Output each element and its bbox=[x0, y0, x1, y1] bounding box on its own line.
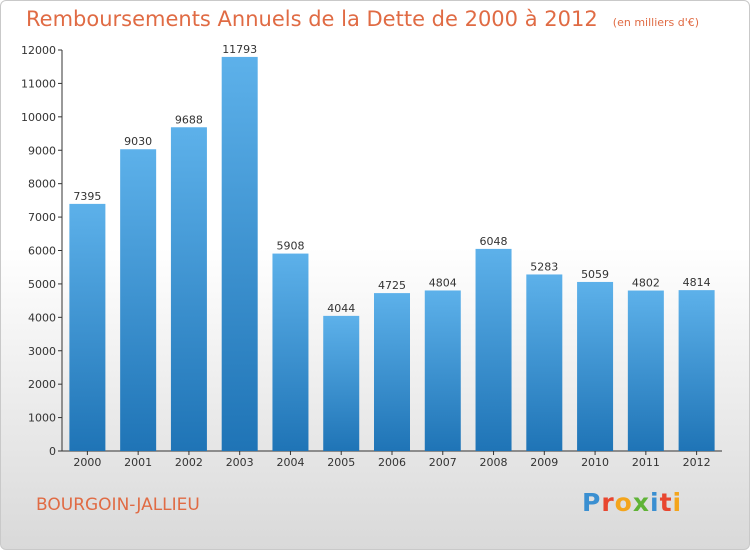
bar-2000 bbox=[69, 203, 106, 451]
x-tick-label-2008: 2008 bbox=[480, 456, 508, 469]
bar-2011 bbox=[627, 290, 664, 451]
x-tick-label-2007: 2007 bbox=[429, 456, 457, 469]
y-tick-label: 0 bbox=[49, 445, 56, 458]
bar-2004 bbox=[272, 253, 309, 451]
bar-2006 bbox=[374, 293, 410, 451]
chart-subtitle: (en milliers d'€) bbox=[612, 16, 700, 29]
data-label-2009: 5283 bbox=[530, 260, 558, 273]
y-tick-label: 4000 bbox=[28, 311, 56, 324]
x-tick-label-2005: 2005 bbox=[327, 456, 355, 469]
y-tick-label: 9000 bbox=[28, 144, 56, 157]
y-tick-label: 10000 bbox=[21, 111, 56, 124]
x-tick-label-2002: 2002 bbox=[175, 456, 203, 469]
x-tick-label-2003: 2003 bbox=[226, 456, 254, 469]
y-tick-label: 2000 bbox=[28, 378, 56, 391]
data-label-2008: 6048 bbox=[480, 235, 508, 248]
bar-2003 bbox=[221, 56, 258, 452]
y-tick-label: 3000 bbox=[28, 345, 56, 358]
data-label-2006: 4725 bbox=[378, 279, 406, 292]
chart-title-block: Remboursements Annuels de la Dette de 20… bbox=[26, 7, 699, 31]
bar-2005 bbox=[323, 315, 360, 451]
x-tick-label-2004: 2004 bbox=[276, 456, 304, 469]
x-tick-label-2010: 2010 bbox=[581, 456, 609, 469]
data-label-2011: 4802 bbox=[632, 277, 660, 290]
x-tick-label-2009: 2009 bbox=[530, 456, 558, 469]
x-tick-label-2000: 2000 bbox=[73, 456, 101, 469]
y-tick-label: 1000 bbox=[28, 412, 56, 425]
data-label-2003: 11793 bbox=[222, 43, 257, 56]
data-label-2004: 5908 bbox=[276, 240, 304, 253]
y-tick-label: 8000 bbox=[28, 178, 56, 191]
y-tick-label: 7000 bbox=[28, 211, 56, 224]
bar-2007 bbox=[424, 290, 461, 451]
data-label-2000: 7395 bbox=[73, 190, 101, 203]
y-tick-label: 11000 bbox=[21, 77, 56, 90]
bar-2010 bbox=[577, 281, 614, 451]
x-tick-label-2006: 2006 bbox=[378, 456, 406, 469]
x-tick-label-2001: 2001 bbox=[124, 456, 152, 469]
y-tick-label: 6000 bbox=[28, 245, 56, 258]
bar-2009 bbox=[526, 274, 563, 451]
bar-2002 bbox=[170, 127, 207, 451]
data-label-2007: 4804 bbox=[429, 276, 457, 289]
chart-title: Remboursements Annuels de la Dette de 20… bbox=[26, 7, 598, 31]
data-label-2010: 5059 bbox=[581, 268, 609, 281]
city-name: BOURGOIN-JALLIEU bbox=[36, 495, 200, 515]
y-tick-label: 5000 bbox=[28, 278, 56, 291]
y-tick-label: 12000 bbox=[21, 44, 56, 57]
x-tick-label-2012: 2012 bbox=[683, 456, 711, 469]
proxiti-logo: Proxiti bbox=[582, 488, 683, 517]
data-label-2012: 4814 bbox=[683, 276, 711, 289]
bar-2008 bbox=[475, 248, 512, 451]
x-tick-label-2011: 2011 bbox=[632, 456, 660, 469]
data-label-2005: 4044 bbox=[327, 302, 355, 315]
bar-2012 bbox=[678, 290, 715, 451]
data-label-2001: 9030 bbox=[124, 135, 152, 148]
data-label-2002: 9688 bbox=[175, 113, 203, 126]
bar-2001 bbox=[120, 149, 157, 451]
